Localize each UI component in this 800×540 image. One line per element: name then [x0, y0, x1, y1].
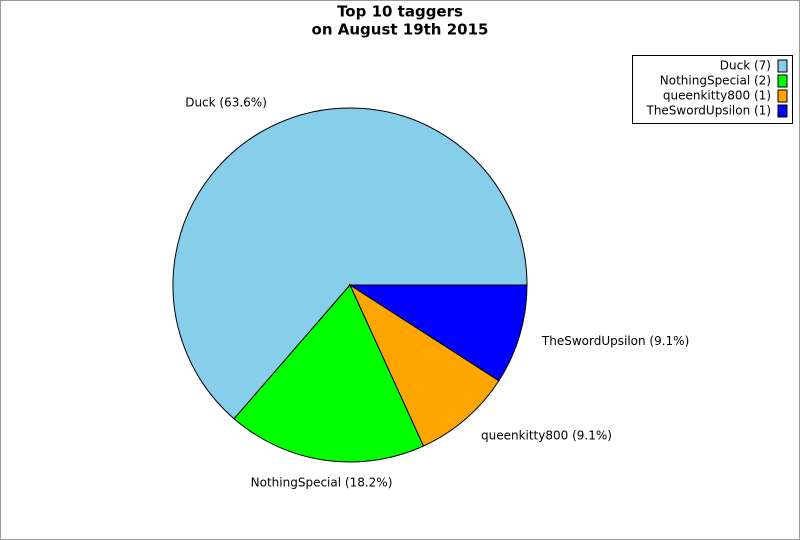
legend-label: Duck (7): [720, 59, 771, 73]
chart-title: Top 10 taggers: [337, 3, 463, 21]
legend-swatch: [777, 74, 788, 88]
pie-slice: [172, 107, 528, 420]
legend-label: queenkitty800 (1): [663, 89, 771, 103]
legend-swatch: [777, 59, 788, 73]
slice-label: Duck (63.6%): [185, 96, 267, 110]
legend-label: NothingSpecial (2): [660, 74, 771, 88]
pie-slice: [233, 284, 425, 463]
slice-label: NothingSpecial (18.2%): [251, 475, 393, 489]
legend-swatch: [777, 104, 788, 118]
legend-box: [632, 55, 793, 124]
legend-label: TheSwordUpsilon (1): [645, 104, 771, 118]
chart-title: on August 19th 2015: [312, 21, 489, 39]
pie-slice: [348, 283, 500, 447]
pie-slice: [348, 284, 528, 382]
legend-swatch: [777, 89, 788, 103]
slice-label: queenkitty800 (9.1%): [481, 429, 612, 443]
slice-label: TheSwordUpsilon (9.1%): [541, 334, 689, 348]
